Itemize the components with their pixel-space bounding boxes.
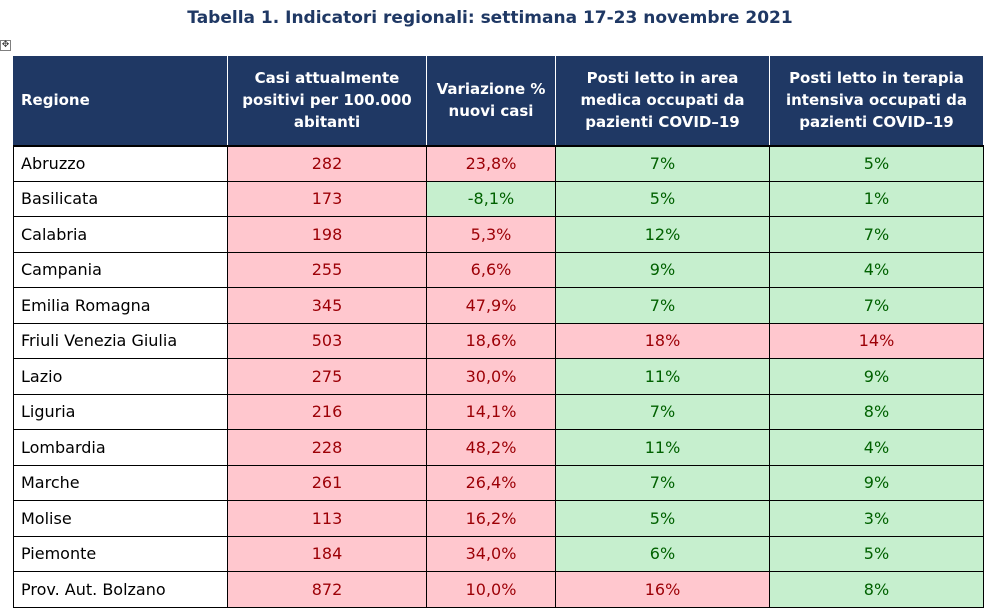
table-body: Abruzzo 282 23,8% 7% 5% Basilicata 173 -8,1% 5% 1… (13, 145, 984, 608)
cell-medical-beds: 7% (555, 464, 770, 501)
cell-cases: 503 (227, 322, 427, 359)
cell-variation: 47,9% (426, 287, 556, 324)
cell-cases: 275 (227, 358, 427, 395)
cell-medical-beds: 18% (555, 322, 770, 359)
table-row: Marche 261 26,4% 7% 9% (13, 464, 984, 501)
regional-indicators-table: Regione Casi attualmente positivi per 10… (13, 55, 984, 608)
cell-medical-beds: 12% (555, 216, 770, 253)
header-variation: Variazione % nuovi casi (426, 55, 556, 147)
cell-region: Friuli Venezia Giulia (13, 322, 228, 359)
cell-icu-beds: 7% (769, 287, 984, 324)
table-row: Piemonte 184 34,0% 6% 5% (13, 535, 984, 572)
table-row: Campania 255 6,6% 9% 4% (13, 251, 984, 288)
cell-icu-beds: 8% (769, 393, 984, 430)
cell-cases: 345 (227, 287, 427, 324)
cell-cases: 255 (227, 251, 427, 288)
cell-cases: 228 (227, 429, 427, 466)
cell-cases: 173 (227, 180, 427, 217)
cell-medical-beds: 5% (555, 180, 770, 217)
cell-variation: 6,6% (426, 251, 556, 288)
table-title: Tabella 1. Indicatori regionali: settima… (187, 8, 793, 28)
cell-medical-beds: 7% (555, 393, 770, 430)
table-row: Calabria 198 5,3% 12% 7% (13, 216, 984, 253)
cell-medical-beds: 9% (555, 251, 770, 288)
cell-region: Abruzzo (13, 145, 228, 182)
cell-cases: 261 (227, 464, 427, 501)
cell-cases: 282 (227, 145, 427, 182)
cell-region: Lombardia (13, 429, 228, 466)
cell-variation: 5,3% (426, 216, 556, 253)
cell-medical-beds: 16% (555, 571, 770, 608)
cell-icu-beds: 14% (769, 322, 984, 359)
cell-cases: 198 (227, 216, 427, 253)
table-row: Emilia Romagna 345 47,9% 7% 7% (13, 287, 984, 324)
cell-region: Emilia Romagna (13, 287, 228, 324)
header-region: Regione (13, 55, 228, 147)
cell-variation: -8,1% (426, 180, 556, 217)
cell-medical-beds: 7% (555, 145, 770, 182)
table-row: Abruzzo 282 23,8% 7% 5% (13, 145, 984, 182)
cell-icu-beds: 3% (769, 500, 984, 537)
header-icu-beds: Posti letto in terapia intensiva occupat… (769, 55, 984, 147)
cell-cases: 113 (227, 500, 427, 537)
cell-region: Lazio (13, 358, 228, 395)
header-row: Regione Casi attualmente positivi per 10… (13, 55, 984, 147)
table-row: Lombardia 228 48,2% 11% 4% (13, 429, 984, 466)
cell-variation: 18,6% (426, 322, 556, 359)
header-medical-beds: Posti letto in area medica occupati da p… (555, 55, 770, 147)
cell-variation: 10,0% (426, 571, 556, 608)
cell-region: Calabria (13, 216, 228, 253)
table-row: Liguria 216 14,1% 7% 8% (13, 393, 984, 430)
cell-icu-beds: 9% (769, 464, 984, 501)
header-cases: Casi attualmente positivi per 100.000 ab… (227, 55, 427, 147)
cell-variation: 16,2% (426, 500, 556, 537)
cell-icu-beds: 8% (769, 571, 984, 608)
cell-icu-beds: 4% (769, 251, 984, 288)
cell-medical-beds: 7% (555, 287, 770, 324)
cell-region: Marche (13, 464, 228, 501)
cell-variation: 14,1% (426, 393, 556, 430)
cell-icu-beds: 5% (769, 535, 984, 572)
table-row: Lazio 275 30,0% 11% 9% (13, 358, 984, 395)
cell-region: Liguria (13, 393, 228, 430)
cell-region: Prov. Aut. Bolzano (13, 571, 228, 608)
table-row: Basilicata 173 -8,1% 5% 1% (13, 180, 984, 217)
cell-variation: 26,4% (426, 464, 556, 501)
cell-cases: 872 (227, 571, 427, 608)
cell-region: Piemonte (13, 535, 228, 572)
move-anchor-icon[interactable]: ✥ (0, 40, 11, 51)
table-row: Friuli Venezia Giulia 503 18,6% 18% 14% (13, 322, 984, 359)
cell-variation: 34,0% (426, 535, 556, 572)
cell-variation: 30,0% (426, 358, 556, 395)
cell-medical-beds: 11% (555, 429, 770, 466)
cell-region: Basilicata (13, 180, 228, 217)
cell-cases: 184 (227, 535, 427, 572)
table-row: Prov. Aut. Bolzano 872 10,0% 16% 8% (13, 571, 984, 608)
cell-region: Molise (13, 500, 228, 537)
cell-icu-beds: 7% (769, 216, 984, 253)
cell-variation: 23,8% (426, 145, 556, 182)
cell-medical-beds: 11% (555, 358, 770, 395)
cell-icu-beds: 1% (769, 180, 984, 217)
cell-region: Campania (13, 251, 228, 288)
table-row: Molise 113 16,2% 5% 3% (13, 500, 984, 537)
cell-variation: 48,2% (426, 429, 556, 466)
cell-medical-beds: 6% (555, 535, 770, 572)
cell-icu-beds: 5% (769, 145, 984, 182)
cell-cases: 216 (227, 393, 427, 430)
cell-medical-beds: 5% (555, 500, 770, 537)
cell-icu-beds: 9% (769, 358, 984, 395)
cell-icu-beds: 4% (769, 429, 984, 466)
